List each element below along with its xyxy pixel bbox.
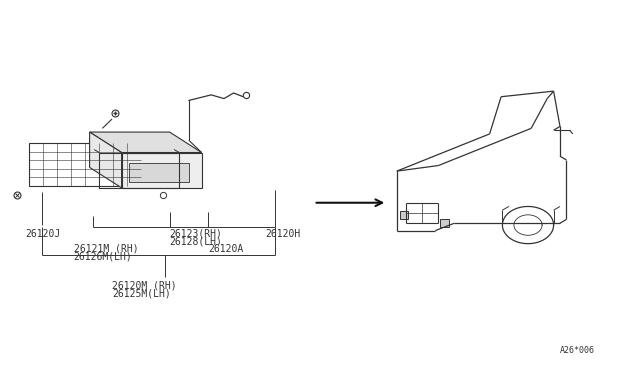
Text: 26120J: 26120J <box>26 229 61 239</box>
Text: 26123(RH): 26123(RH) <box>170 229 223 239</box>
Text: 26125M(LH): 26125M(LH) <box>112 288 171 298</box>
Text: A26*006: A26*006 <box>560 346 595 355</box>
Text: 26128(LH): 26128(LH) <box>170 236 223 246</box>
Bar <box>400 211 408 219</box>
Bar <box>440 219 449 227</box>
Text: 26120M (RH): 26120M (RH) <box>112 281 177 291</box>
Bar <box>129 163 189 182</box>
Bar <box>29 143 141 186</box>
Text: 26121M (RH): 26121M (RH) <box>74 244 138 254</box>
Polygon shape <box>90 132 202 153</box>
Polygon shape <box>122 153 202 188</box>
Polygon shape <box>90 132 122 188</box>
Text: 26120H: 26120H <box>266 229 301 239</box>
Text: 26120A: 26120A <box>208 244 243 254</box>
Text: 26126M(LH): 26126M(LH) <box>74 251 132 261</box>
